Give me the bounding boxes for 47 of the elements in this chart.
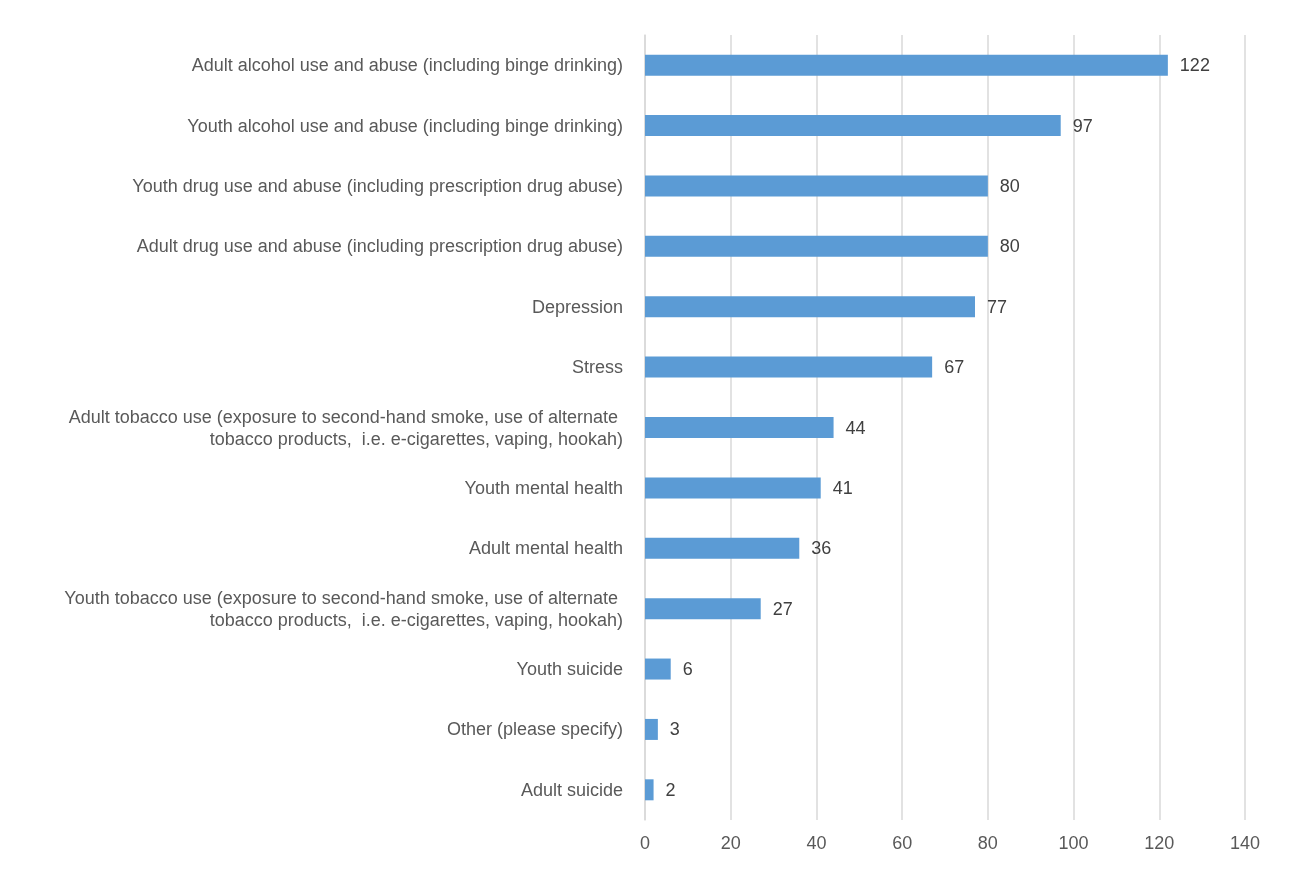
x-tick-label: 40: [806, 833, 827, 853]
bar: [645, 537, 800, 559]
y-tick-label: Other (please specify): [446, 719, 623, 740]
y-tick-label: Adult mental health: [468, 538, 623, 559]
bar: [645, 718, 658, 740]
x-tick-label: 120: [1144, 833, 1175, 853]
data-label: 97: [1072, 115, 1093, 136]
y-tick-label: Youth drug use and abuse (including prescription drug abuse): [132, 175, 623, 196]
data-label: 122: [1179, 55, 1210, 76]
data-label: 3: [669, 719, 680, 740]
y-tick-label: Adult tobacco use (exposure to second-hand smoke, use of alternate tobacco products, i.e. e-cigarettes, vaping, hookah): [68, 406, 623, 449]
x-tick-label: 100: [1058, 833, 1089, 853]
data-label: 36: [811, 538, 832, 559]
data-label: 67: [944, 357, 965, 378]
bar: [645, 54, 1168, 76]
data-label: 44: [845, 417, 866, 438]
bar: [645, 235, 988, 257]
bar: [645, 779, 654, 801]
x-tick-label: 80: [977, 833, 998, 853]
bar: [645, 477, 821, 499]
y-tick-label: Adult drug use and abuse (including prescription drug abuse): [136, 236, 623, 257]
data-label: 80: [999, 175, 1020, 196]
x-tick-label: 60: [892, 833, 913, 853]
bar: [645, 115, 1061, 137]
y-tick-label: Depression: [531, 296, 623, 317]
y-tick-label: Youth suicide: [516, 659, 623, 680]
bar: [645, 598, 761, 620]
y-tick-label: Adult alcohol use and abuse (including binge drinking): [191, 55, 623, 76]
bar: [645, 417, 834, 438]
y-tick-label: Youth mental health: [464, 477, 623, 498]
data-label: 80: [999, 236, 1020, 257]
x-tick-label: 140: [1229, 833, 1261, 853]
y-tick-label: Adult suicide: [520, 779, 623, 800]
y-tick-label: Youth tobacco use (exposure to second-hand smoke, use of alternate tobacco products, i.e. e-cigarettes, vaping, hookah): [64, 587, 623, 630]
bar: [645, 658, 671, 680]
data-label: 2: [665, 779, 676, 800]
y-tick-label: Stress: [571, 357, 623, 378]
x-tick-label: 0: [639, 833, 651, 853]
x-tick-label: 20: [720, 833, 741, 853]
y-tick-label: Youth alcohol use and abuse (including binge drinking): [187, 115, 623, 136]
bar: [645, 175, 988, 197]
data-label: 6: [682, 659, 693, 680]
data-label: 41: [832, 477, 853, 498]
bar: [645, 296, 975, 318]
bar: [645, 356, 933, 378]
data-label: 77: [987, 296, 1008, 317]
data-label: 27: [772, 598, 793, 619]
